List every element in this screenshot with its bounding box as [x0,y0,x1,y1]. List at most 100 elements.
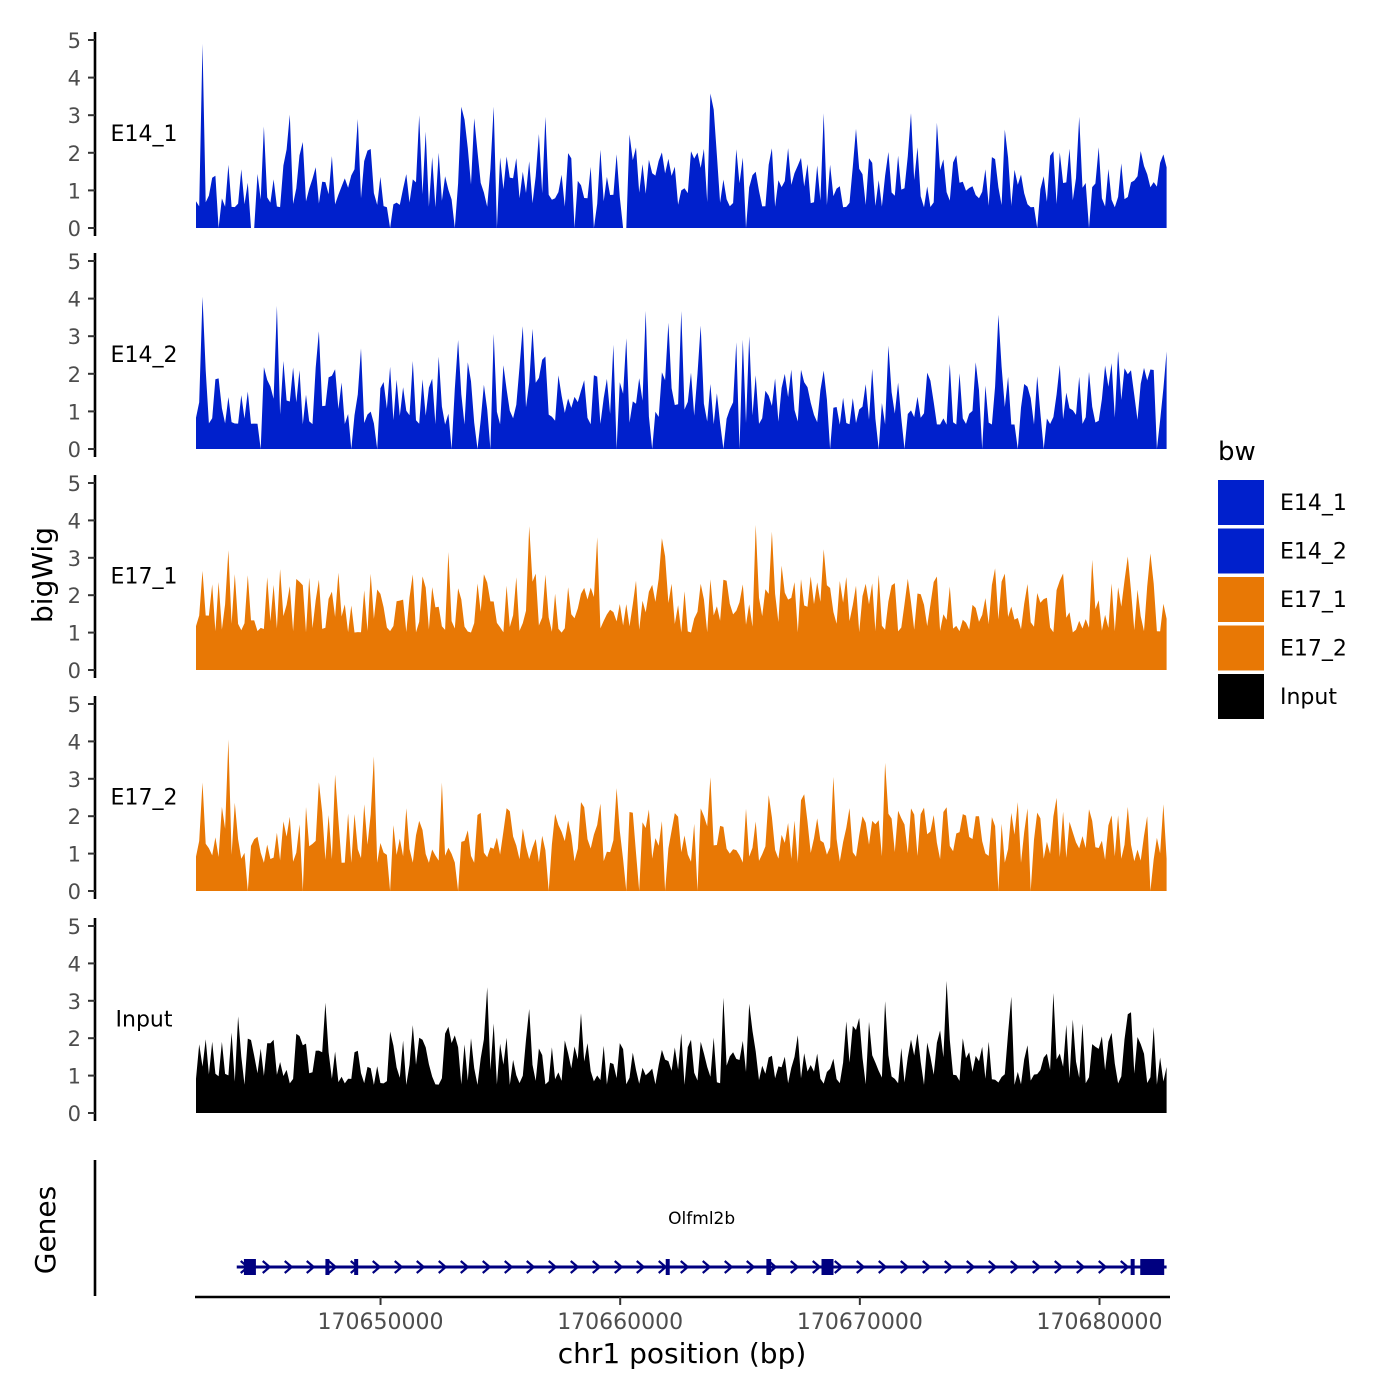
gene-layer: Olfml2b [236,1209,1167,1275]
track-e14-2: 0 1 2 3 4 5 E14_2 [68,250,1167,462]
y-tick-label: 5 [68,915,81,939]
y-tick-label: 1 [68,179,81,203]
strand-arrow [636,1260,646,1274]
track-label: E14_1 [111,122,178,147]
strand-arrow [900,1260,910,1274]
gene-exon [821,1259,834,1275]
y-tick-label: 2 [68,363,81,387]
legend-swatch [1218,674,1264,719]
y-tick-label: 0 [68,880,81,904]
strand-arrow [702,1260,712,1274]
strand-arrow [1032,1260,1042,1274]
y-tick-label: 1 [68,400,81,424]
strand-arrow [526,1260,536,1274]
legend: bw E14_1 E14_2 E17_1 E17_2 Input [1218,437,1347,719]
y-tick-label: 3 [68,104,81,128]
legend-label: Input [1280,685,1337,710]
strand-arrow [570,1260,580,1274]
gene-exon [1140,1259,1165,1275]
strand-arrow [834,1260,844,1274]
x-tick-label: 170670000 [797,1310,923,1335]
strand-arrow [966,1260,976,1274]
strand-arrow [328,1260,338,1274]
strand-arrow [790,1260,800,1274]
y-tick-label: 4 [68,288,81,312]
y-tick-label: 1 [68,843,81,867]
signal-area [196,43,1167,228]
y-tick-label: 0 [68,438,81,462]
strand-arrow [1054,1260,1064,1274]
strand-arrow [680,1260,690,1274]
strand-arrow [284,1260,294,1274]
y-tick-label: 2 [68,1027,81,1051]
strand-arrow [416,1260,426,1274]
x-tick-label: 170650000 [318,1310,444,1335]
track-label: E14_2 [111,343,178,368]
strand-arrow [306,1260,316,1274]
y-tick-label: 0 [68,1102,81,1126]
strand-arrow [372,1260,382,1274]
signal-area [196,739,1167,891]
legend-label: E14_1 [1280,491,1347,516]
gene-panel: Olfml2b Genes [29,1160,1167,1296]
x-ticks: 170650000 170660000 170670000 170680000 [318,1297,1163,1335]
strand-arrow [394,1260,404,1274]
legend-label: E14_2 [1280,540,1347,565]
legend-swatch [1218,480,1264,525]
strand-arrow [1076,1260,1086,1274]
gene-exon [1130,1259,1135,1275]
y-tick-label: 2 [68,142,81,166]
legend-label: E17_1 [1280,588,1347,613]
gene-exon [665,1259,670,1275]
legend-swatch [1218,625,1264,671]
y-tick-label: 4 [68,730,81,754]
y-tick-label: 5 [68,472,81,496]
strand-arrow [724,1260,734,1274]
strand-arrow [460,1260,470,1274]
signal-area [196,296,1167,449]
y-tick-label: 1 [68,1065,81,1089]
strand-arrow [592,1260,602,1274]
legend-item-e17-2: E17_2 [1218,625,1347,671]
y-tick-label: 3 [68,325,81,349]
x-axis-title: chr1 position (bp) [558,1337,807,1370]
strand-arrow [1010,1260,1020,1274]
strand-arrow [1098,1260,1108,1274]
signal-area [196,524,1167,670]
strand-arrow [988,1260,998,1274]
legend-label: E17_2 [1280,637,1347,662]
tracks-layer: 0 1 2 3 4 5 E14_1 0 1 2 3 4 5 E14_2 0 1 2 3 4 5 E17_1 0 1 2 3 4 5 E… [68,29,1167,1126]
signal-area [196,980,1167,1113]
track-e14-1: 0 1 2 3 4 5 E14_1 [68,29,1167,241]
y-tick-label: 4 [68,952,81,976]
gene-exon [354,1259,359,1275]
legend-item-e14-2: E14_2 [1218,528,1347,574]
track-input: 0 1 2 3 4 5 Input [68,915,1167,1126]
strand-arrow [504,1260,514,1274]
gene-exon [766,1259,772,1275]
y-tick-label: 0 [68,659,81,683]
legend-title: bw [1218,437,1256,467]
y-tick-label: 2 [68,805,81,829]
strand-arrow [438,1260,448,1274]
legend-item-input: Input [1218,674,1337,719]
strand-arrow [812,1260,822,1274]
track-e17-2: 0 1 2 3 4 5 E17_2 [68,693,1167,904]
track-label: E17_2 [111,786,178,811]
y-tick-label: 2 [68,584,81,608]
strand-arrow [746,1260,756,1274]
track-e17-1: 0 1 2 3 4 5 E17_1 [68,472,1167,683]
gene-label: Olfml2b [668,1209,735,1229]
track-label: E17_1 [111,565,178,590]
y-tick-label: 5 [68,29,81,53]
legend-item-e14-1: E14_1 [1218,480,1347,525]
genes-axis-title: Genes [29,1186,62,1274]
strand-arrow [614,1260,624,1274]
y-tick-label: 4 [68,67,81,91]
x-tick-label: 170680000 [1037,1310,1163,1335]
y-tick-label: 3 [68,547,81,571]
strand-arrow [856,1260,866,1274]
track-label: Input [116,1008,173,1033]
legend-item-e17-1: E17_1 [1218,577,1347,622]
